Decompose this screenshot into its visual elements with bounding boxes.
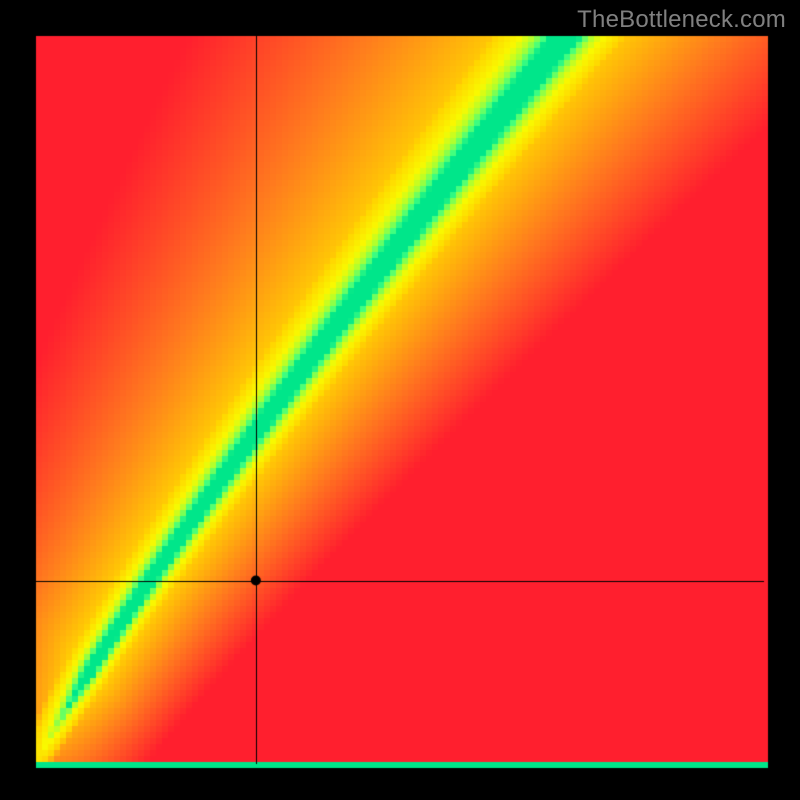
watermark-text: TheBottleneck.com	[577, 6, 786, 34]
bottleneck-heatmap	[0, 0, 800, 800]
